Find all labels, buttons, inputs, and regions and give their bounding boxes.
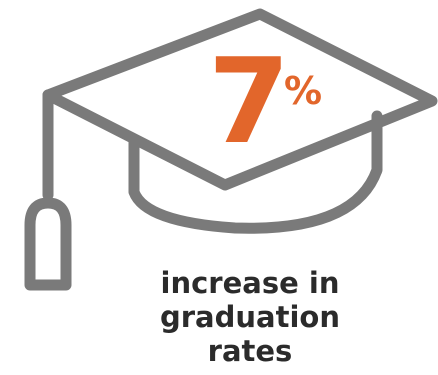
caption-line-1: increase in — [160, 266, 340, 300]
cap-skull — [128, 110, 383, 234]
stat-unit: % — [284, 69, 323, 113]
stat-caption: increase in graduation rates — [140, 266, 360, 368]
cap-board — [42, 8, 438, 191]
caption-line-2: graduation — [160, 300, 340, 334]
stat-value: 7 — [208, 32, 290, 170]
tassel — [24, 197, 72, 291]
caption-line-3: rates — [207, 334, 293, 368]
